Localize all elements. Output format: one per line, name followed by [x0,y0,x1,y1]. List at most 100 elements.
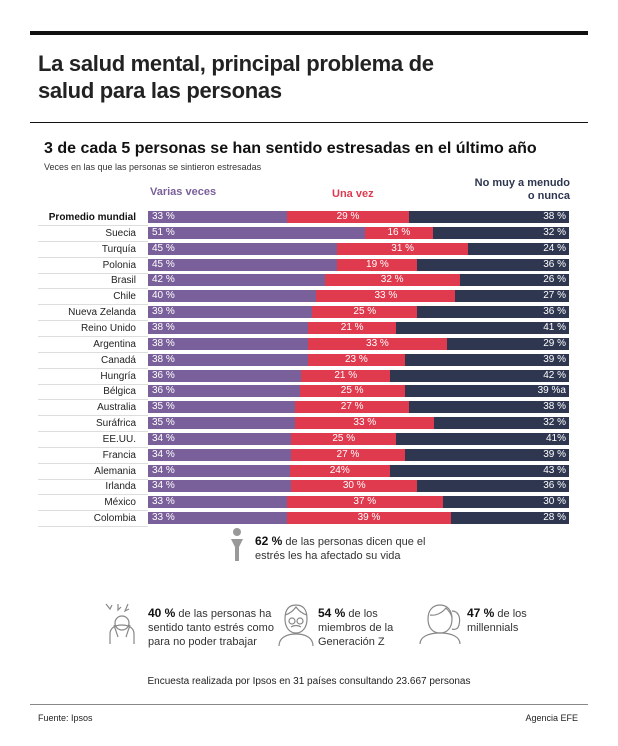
category-label: Nueva Zelanda [68,307,136,319]
chart-row: Brasil 42 % 32 % 26 % [0,274,618,290]
bar-no-muy-a-menudo: 36 % [417,480,569,493]
category-label: Suecia [105,227,136,239]
chart-row: EE.UU. 34 % 25 % 41% [0,432,618,448]
row-separator [38,526,148,528]
row-separator [38,367,148,369]
row-separator [38,510,148,512]
row-separator [38,415,148,417]
survey-note: Encuesta realizada por Ipsos en 31 paíse… [147,676,471,687]
bar-no-muy-a-menudo: 38 % [409,211,569,223]
chart-row: Hungría 36 % 21 % 42 % [0,369,618,385]
data-label: 16 % [387,226,411,238]
stressed-person-icon [105,603,135,644]
data-label: 41 % [543,321,566,333]
row-separator [38,431,148,433]
row-separator [38,320,148,322]
bar-no-muy-a-menudo: 32 % [432,226,569,239]
bar-una-vez: 25 % [299,385,405,398]
data-label: 37 % [353,496,377,508]
row-separator [38,335,148,337]
data-label: 36 % [152,385,175,397]
data-label: 34 % [152,448,175,460]
bar-varias-veces: 45 % [148,258,338,271]
data-label: 38 % [152,353,175,365]
bar-no-muy-a-menudo: 29 % [446,337,569,350]
agency: Agencia EFE [525,713,578,723]
bar-varias-veces: 33 % [148,496,287,509]
data-label: 24 % [543,242,566,254]
chart-row: Australia 35 % 27 % 38 % [0,401,618,417]
category-label: Polonia [102,259,136,271]
data-label: 33 % [374,290,398,302]
category-label: Suráfrica [95,418,136,430]
bar-varias-veces: 40 % [148,290,317,303]
data-label: 27 % [336,448,360,460]
row-separator [38,462,148,464]
category-label: Hungría [100,370,136,382]
chart-row: Reino Unido 38 % 21 % 41 % [0,321,618,337]
data-label: 42 % [543,369,566,381]
category-label: Canadá [100,354,136,366]
data-label: 39 % [543,353,566,365]
bar-varias-veces: 38 % [148,337,308,350]
bar-varias-veces: 45 % [148,242,338,255]
row-separator [38,383,148,385]
bar-una-vez: 33 % [295,417,435,430]
data-label: 26 % [543,274,566,286]
data-label: 39 % [543,448,566,460]
bar-no-muy-a-menudo: 43 % [389,464,569,477]
data-label: 36 % [543,306,566,318]
bar-varias-veces: 34 % [148,464,290,477]
bar-una-vez: 24% [289,464,390,477]
legend-varias-veces: Varias veces [150,186,217,198]
row-separator [38,446,148,448]
data-label: 25 % [353,306,377,318]
category-label: México [104,497,136,509]
data-label: 24% [329,464,350,476]
bar-no-muy-a-menudo: 39 % [404,448,569,461]
chart-row: Argentina 38 % 33 % 29 % [0,337,618,353]
category-label: Australia [97,402,136,414]
data-label: 25 % [340,385,364,397]
data-label: 38 % [543,401,566,413]
legend-una-vez: Una vez [332,188,374,200]
category-label: EE.UU. [102,433,136,445]
bar-varias-veces: 35 % [148,417,296,430]
data-label: 34 % [152,432,175,444]
category-label: Promedio mundial [48,212,136,223]
data-label: 27 % [543,290,566,302]
source: Fuente: Ipsos [38,713,93,723]
data-label: 33 % [353,417,377,429]
person-icon [231,528,243,561]
data-label: 33 % [366,337,389,349]
data-label: 36 % [543,480,566,492]
chart-row: Suecia 51 % 16 % 32 % [0,226,618,242]
bar-varias-veces: 33 % [148,512,287,525]
data-label: 42 % [152,274,175,286]
chart-row: Francia 34 % 27 % 39 % [0,448,618,464]
bar-varias-veces: 39 % [148,306,313,319]
data-label: 35 % [152,417,175,429]
data-label: 43 % [543,464,566,476]
bar-no-muy-a-menudo: 28 % [451,512,569,525]
chart-row: Suráfrica 35 % 33 % 32 % [0,417,618,433]
data-label: 19 % [366,258,389,270]
bar-no-muy-a-menudo: 26 % [459,274,569,287]
bar-una-vez: 16 % [364,226,433,239]
data-label: 30 % [342,480,366,492]
data-label: 45 % [152,258,175,270]
chart-row: Promedio mundial 33 % 29 % 38 % [0,211,618,226]
bar-una-vez: 33 % [307,337,447,350]
stat-work: 40 % de las personas ha sentido tanto est… [148,606,274,648]
bar-no-muy-a-menudo: 41% [396,432,569,445]
row-separator [38,240,148,242]
bar-varias-veces: 38 % [148,321,308,334]
row-separator [38,225,148,226]
data-label: 32 % [380,274,404,286]
chart-row: Nueva Zelanda 39 % 25 % 36 % [0,306,618,322]
data-label: 32 % [543,226,566,238]
row-separator [38,288,148,290]
bar-varias-veces: 36 % [148,385,300,398]
chart-row: Bélgica 36 % 25 % 39 %a [0,385,618,401]
